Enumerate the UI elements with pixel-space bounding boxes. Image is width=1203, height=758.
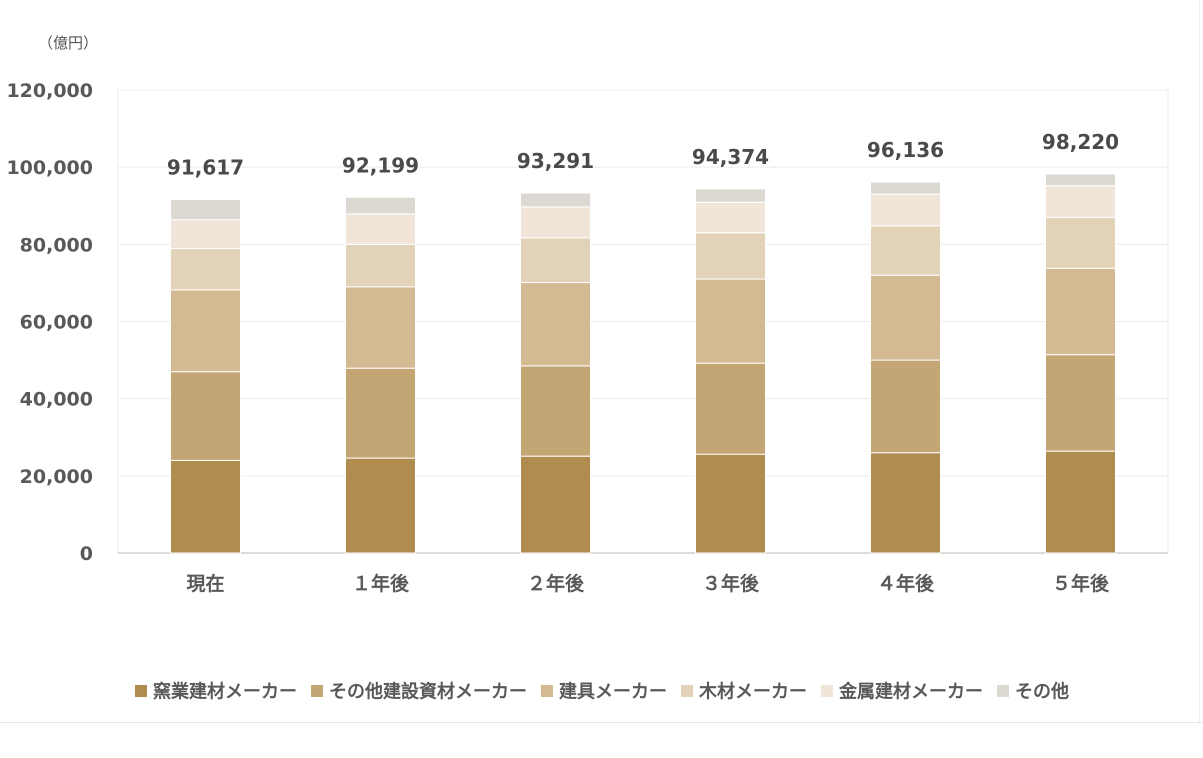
bar-segment-5	[170, 219, 241, 250]
bar-segment-6	[345, 196, 416, 215]
bar-segment-6	[695, 188, 766, 203]
legend-item: 窯業建材メーカー	[135, 681, 297, 703]
y-tick-label: 60,000	[20, 312, 93, 334]
bar-segment-1	[695, 453, 766, 554]
legend-swatch	[821, 685, 833, 697]
bar-segment-2	[170, 371, 241, 461]
y-tick-label: 40,000	[20, 389, 93, 411]
bar-segment-6	[520, 192, 591, 208]
y-tick-label: 20,000	[20, 466, 93, 488]
legend-label: その他	[1015, 681, 1069, 703]
bar-segment-4	[520, 237, 591, 284]
bar-segment-5	[345, 213, 416, 245]
legend-item: 木材メーカー	[681, 681, 807, 703]
legend-swatch	[541, 685, 553, 697]
legend-swatch	[997, 685, 1009, 697]
bar-segment-5	[1045, 185, 1116, 218]
y-tick-label: 80,000	[20, 234, 93, 256]
bar-segment-5	[870, 193, 941, 227]
bar-segment-3	[695, 278, 766, 364]
bar-segment-4	[695, 232, 766, 280]
bar-segment-6	[1045, 173, 1116, 187]
bar-segment-1	[870, 452, 941, 554]
x-tick-label: ３年後	[702, 572, 760, 595]
bar-segment-6	[170, 199, 241, 221]
bar-segment-5	[695, 201, 766, 234]
bar-segment-5	[520, 206, 591, 239]
bar-segment-1	[345, 457, 416, 554]
legend-item: その他建設資材メーカー	[311, 681, 527, 703]
legend-item: 建具メーカー	[541, 681, 667, 703]
total-label: 98,220	[1042, 130, 1119, 154]
legend-label: 木材メーカー	[698, 681, 807, 703]
bar-segment-3	[520, 282, 591, 367]
y-unit-label: （億円）	[38, 34, 98, 52]
right-divider	[1199, 0, 1200, 722]
legend-swatch	[311, 685, 323, 697]
bar-segment-3	[870, 274, 941, 361]
legend-label: 金属建材メーカー	[838, 681, 983, 703]
x-tick-label: ４年後	[877, 572, 935, 595]
legend-label: その他建設資材メーカー	[329, 681, 527, 703]
total-label: 94,374	[692, 145, 769, 169]
bar-segment-2	[345, 367, 416, 459]
legend-swatch	[135, 685, 147, 697]
bottom-divider	[0, 722, 1203, 723]
bar-segment-4	[345, 243, 416, 288]
legend-item: その他	[997, 681, 1069, 703]
bar-segment-4	[1045, 216, 1116, 269]
bar-segment-3	[345, 286, 416, 369]
bar-segment-2	[870, 359, 941, 454]
total-label: 93,291	[517, 149, 594, 173]
x-tick-label: ２年後	[527, 572, 585, 595]
bar-segment-1	[170, 459, 241, 554]
total-label: 92,199	[342, 153, 419, 177]
x-tick-label: １年後	[352, 572, 410, 595]
bar-segment-3	[1045, 267, 1116, 356]
y-tick-label: 0	[80, 543, 93, 565]
bar-segment-1	[520, 455, 591, 554]
bar-segment-2	[520, 365, 591, 457]
legend-label: 建具メーカー	[559, 681, 667, 703]
x-tick-label: ５年後	[1052, 572, 1110, 595]
bar-segment-3	[170, 289, 241, 373]
legend-label: 窯業建材メーカー	[153, 681, 297, 703]
bar-segment-4	[870, 225, 941, 276]
legend-item: 金属建材メーカー	[821, 681, 983, 703]
legend-swatch	[681, 685, 693, 697]
bar-segment-1	[1045, 450, 1116, 554]
bar-segment-4	[170, 248, 241, 291]
y-tick-label: 120,000	[6, 80, 93, 102]
y-tick-label: 100,000	[6, 157, 93, 179]
total-label: 96,136	[867, 138, 944, 162]
bar-segment-6	[870, 181, 941, 195]
bar-segment-2	[695, 362, 766, 455]
bar-segment-2	[1045, 354, 1116, 452]
total-label: 91,617	[167, 156, 244, 180]
x-tick-label: 現在	[186, 572, 224, 595]
